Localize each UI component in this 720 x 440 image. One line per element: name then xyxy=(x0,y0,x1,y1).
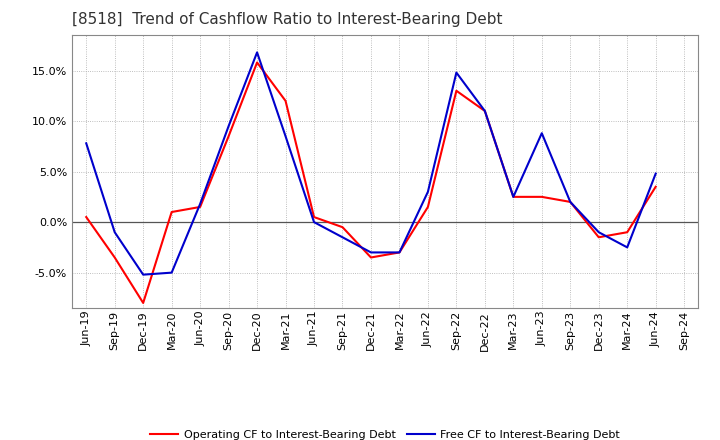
Operating CF to Interest-Bearing Debt xyxy=(366,255,375,260)
Operating CF to Interest-Bearing Debt xyxy=(480,108,489,114)
Free CF to Interest-Bearing Debt xyxy=(595,230,603,235)
Free CF to Interest-Bearing Debt xyxy=(537,131,546,136)
Operating CF to Interest-Bearing Debt xyxy=(139,301,148,306)
Operating CF to Interest-Bearing Debt xyxy=(595,235,603,240)
Operating CF to Interest-Bearing Debt xyxy=(253,60,261,65)
Free CF to Interest-Bearing Debt xyxy=(452,70,461,75)
Line: Free CF to Interest-Bearing Debt: Free CF to Interest-Bearing Debt xyxy=(86,52,656,275)
Operating CF to Interest-Bearing Debt xyxy=(395,250,404,255)
Operating CF to Interest-Bearing Debt xyxy=(623,230,631,235)
Free CF to Interest-Bearing Debt xyxy=(282,134,290,139)
Free CF to Interest-Bearing Debt xyxy=(652,171,660,176)
Operating CF to Interest-Bearing Debt xyxy=(196,204,204,209)
Free CF to Interest-Bearing Debt xyxy=(509,194,518,199)
Legend: Operating CF to Interest-Bearing Debt, Free CF to Interest-Bearing Debt: Operating CF to Interest-Bearing Debt, F… xyxy=(146,425,624,440)
Operating CF to Interest-Bearing Debt xyxy=(652,184,660,189)
Operating CF to Interest-Bearing Debt xyxy=(282,98,290,103)
Free CF to Interest-Bearing Debt xyxy=(253,50,261,55)
Free CF to Interest-Bearing Debt xyxy=(82,141,91,146)
Operating CF to Interest-Bearing Debt xyxy=(167,209,176,215)
Free CF to Interest-Bearing Debt xyxy=(196,201,204,206)
Operating CF to Interest-Bearing Debt xyxy=(110,255,119,260)
Operating CF to Interest-Bearing Debt xyxy=(310,214,318,220)
Operating CF to Interest-Bearing Debt xyxy=(566,199,575,205)
Line: Operating CF to Interest-Bearing Debt: Operating CF to Interest-Bearing Debt xyxy=(86,62,656,303)
Free CF to Interest-Bearing Debt xyxy=(566,199,575,205)
Free CF to Interest-Bearing Debt xyxy=(395,250,404,255)
Free CF to Interest-Bearing Debt xyxy=(310,220,318,225)
Free CF to Interest-Bearing Debt xyxy=(366,250,375,255)
Text: [8518]  Trend of Cashflow Ratio to Interest-Bearing Debt: [8518] Trend of Cashflow Ratio to Intere… xyxy=(72,12,503,27)
Free CF to Interest-Bearing Debt xyxy=(623,245,631,250)
Free CF to Interest-Bearing Debt xyxy=(167,270,176,275)
Operating CF to Interest-Bearing Debt xyxy=(509,194,518,199)
Free CF to Interest-Bearing Debt xyxy=(110,230,119,235)
Operating CF to Interest-Bearing Debt xyxy=(423,204,432,209)
Free CF to Interest-Bearing Debt xyxy=(225,124,233,129)
Operating CF to Interest-Bearing Debt xyxy=(338,224,347,230)
Free CF to Interest-Bearing Debt xyxy=(139,272,148,277)
Operating CF to Interest-Bearing Debt xyxy=(537,194,546,199)
Operating CF to Interest-Bearing Debt xyxy=(452,88,461,93)
Free CF to Interest-Bearing Debt xyxy=(338,235,347,240)
Free CF to Interest-Bearing Debt xyxy=(423,189,432,194)
Operating CF to Interest-Bearing Debt xyxy=(225,134,233,139)
Operating CF to Interest-Bearing Debt xyxy=(82,214,91,220)
Free CF to Interest-Bearing Debt xyxy=(480,108,489,114)
